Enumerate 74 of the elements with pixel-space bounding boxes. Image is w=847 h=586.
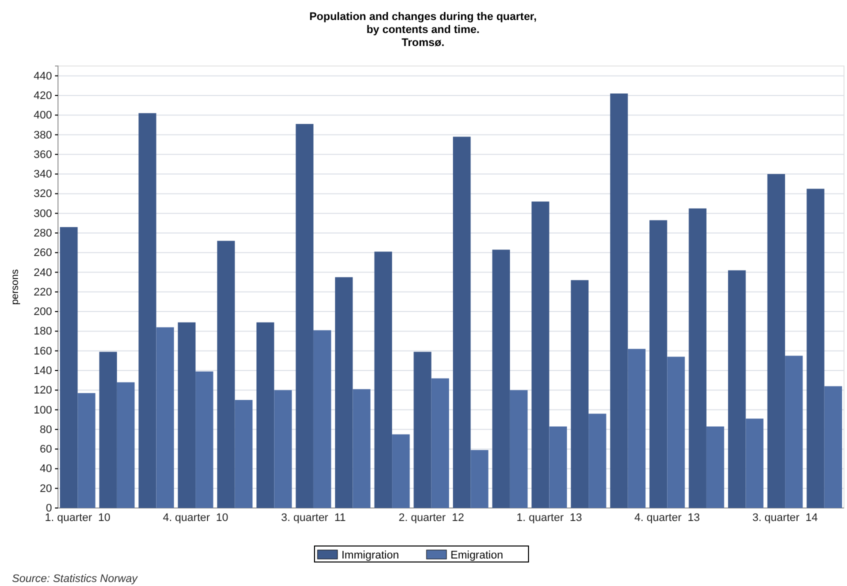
bar — [116, 382, 135, 508]
bar — [688, 208, 706, 508]
bar — [549, 426, 567, 508]
bar — [806, 188, 824, 508]
bar — [99, 352, 117, 508]
y-tick-label: 120 — [34, 384, 52, 397]
x-tick-label: 2. quarter 12 — [398, 512, 464, 524]
y-tick-label: 380 — [34, 129, 52, 142]
bar — [156, 327, 174, 508]
bar — [217, 240, 235, 508]
bar — [414, 352, 432, 508]
y-tick-label: 300 — [34, 208, 52, 220]
bar — [470, 450, 488, 508]
y-axis-title: persons — [10, 269, 21, 305]
x-tick-label: 4. quarter 10 — [162, 512, 228, 524]
y-tick-label: 440 — [34, 70, 52, 82]
y-tick-label: 40 — [40, 463, 52, 476]
y-tick-label: 80 — [40, 424, 52, 436]
bar — [628, 348, 646, 508]
bar — [649, 220, 668, 508]
bar — [374, 252, 392, 508]
legend-label: Emigration — [450, 550, 504, 562]
chart-title: Population and changes during the quarter, by contents and time. Tromsø. — [309, 11, 537, 49]
bar — [392, 434, 410, 508]
y-tick-label: 240 — [34, 266, 52, 279]
bar — [431, 378, 450, 508]
x-tick-label: 3. quarter 14 — [752, 512, 818, 524]
x-tick-label: 3. quarter 11 — [281, 512, 346, 524]
bar — [196, 371, 214, 508]
bar — [532, 202, 550, 508]
bar — [274, 390, 292, 508]
bar — [570, 280, 589, 508]
y-tick-label: 160 — [34, 345, 52, 358]
y-tick-label: 320 — [34, 188, 52, 200]
bar — [352, 389, 370, 508]
y-tick-label: 20 — [40, 482, 52, 495]
bar — [178, 322, 196, 508]
y-tick-label: 360 — [34, 148, 52, 161]
bar — [296, 124, 314, 508]
source-note: Source: Statistics Norway — [12, 573, 139, 585]
y-tick-label: 140 — [34, 365, 52, 378]
bar — [313, 330, 332, 508]
bar — [785, 356, 803, 508]
bar — [510, 390, 528, 508]
y-tick-label: 260 — [34, 247, 52, 260]
y-tick-label: 340 — [34, 168, 52, 181]
bar — [60, 227, 78, 508]
y-tick-label: 280 — [34, 228, 52, 240]
y-tick-label: 180 — [34, 326, 52, 338]
x-tick-label: 1. quarter 13 — [516, 512, 582, 524]
bar — [335, 277, 353, 508]
y-tick-label: 220 — [34, 286, 52, 298]
bar — [746, 418, 764, 508]
bar — [728, 270, 746, 508]
y-tick-label: 400 — [34, 110, 52, 122]
y-tick-label: 60 — [40, 444, 52, 456]
x-tick-label: 1. quarter 10 — [44, 512, 110, 524]
y-tick-label: 100 — [34, 404, 52, 416]
bar — [234, 400, 253, 508]
bar — [610, 94, 628, 508]
bar — [824, 386, 842, 508]
bar — [706, 426, 724, 508]
y-tick-label: 420 — [34, 90, 52, 102]
legend-label: Immigration — [342, 550, 399, 562]
bar — [256, 322, 274, 508]
bar — [667, 356, 685, 508]
bar — [78, 393, 96, 508]
bar — [138, 113, 156, 508]
bar — [452, 136, 471, 508]
bar — [767, 174, 786, 508]
bar — [492, 250, 510, 508]
x-tick-label: 4. quarter 13 — [634, 512, 700, 524]
y-tick-label: 200 — [34, 306, 52, 318]
bar — [588, 414, 606, 508]
